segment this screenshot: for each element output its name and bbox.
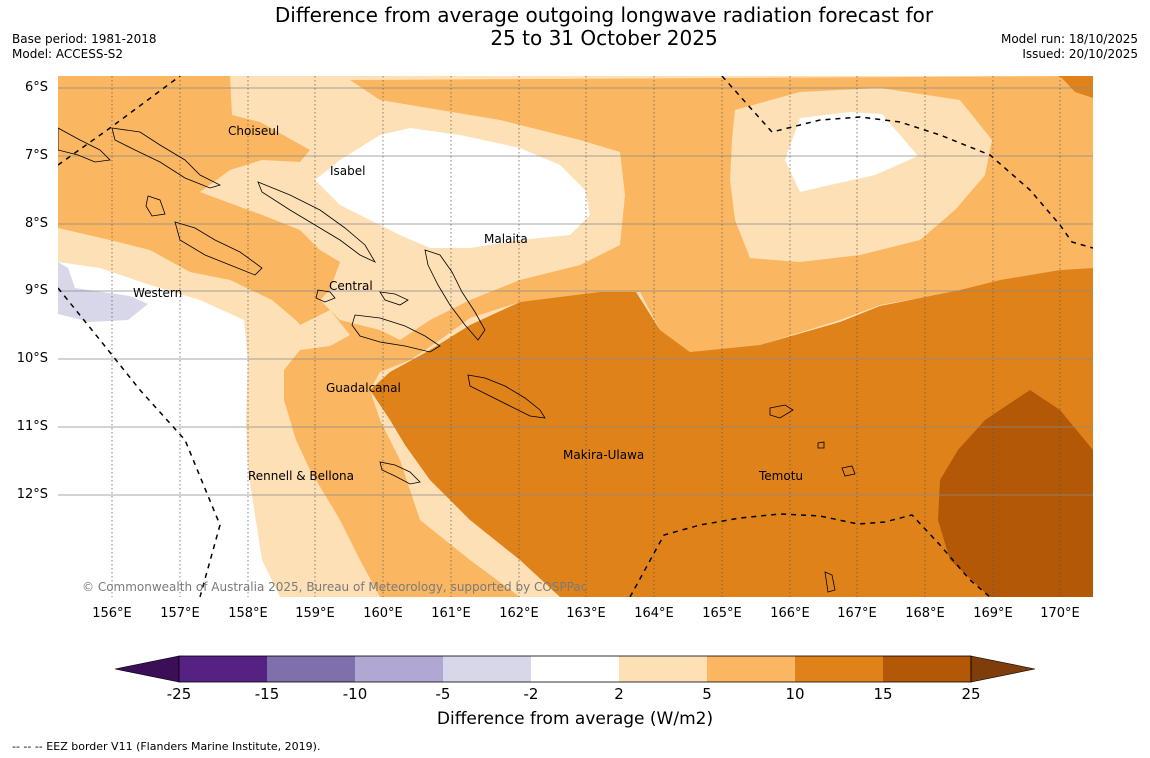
colorbar-label: Difference from average (W/m2) [436,709,714,729]
colorbar-tick-minus-10: -10 [342,685,368,703]
colorbar-min-extension [114,655,180,683]
lon-label-170e: 170°E [1040,606,1080,621]
lon-label-164e: 164°E [634,606,674,621]
island-outlines [58,127,856,593]
island-isabel [257,181,376,263]
colorbar-segment-7 [707,656,795,682]
eez-border-north-west [58,76,181,166]
eez-border-south [629,513,991,597]
colorbar-tick-15: 15 [873,685,893,703]
eez-footnote: -- -- -- EEZ border V11 (Flanders Marine… [12,740,321,753]
lon-label-156e: 156°E [92,606,132,621]
band-10-to-15-corner [1060,76,1093,98]
title-line-1: Difference from average outgoing longwav… [274,3,934,27]
colorbar-tick-5: 5 [702,685,712,703]
region-guadalcanal: Guadalcanal [326,381,401,395]
lon-label-165e: 165°E [702,606,742,621]
lat-label-12s: 12°S [16,487,48,502]
lat-label-6s: 6°S [24,80,48,95]
colorbar-segment-1 [179,656,267,682]
colorbar-segment-3 [355,656,443,682]
issued-date: Issued: 20/10/2025 [1022,47,1138,61]
colorbar-tick-10: 10 [785,685,805,703]
lon-label-162e: 162°E [499,606,539,621]
white-patch-isabel [315,128,590,248]
lon-label-160e: 160°E [363,606,403,621]
region-central: Central [329,279,373,293]
lon-label-169e: 169°E [973,606,1013,621]
band-minus-5-to-minus-2 [58,262,148,322]
colorbar-max-extension [970,655,1036,683]
colorbar-tick-minus-5: -5 [435,685,451,703]
region-isabel: Isabel [330,164,366,178]
island-guadalcanal [351,314,441,353]
lat-label-8s: 8°S [24,216,48,231]
band-15-to-25 [938,390,1093,597]
title-line-2: 25 to 31 October 2025 [490,26,718,50]
meta-right: Model run: 18/10/2025 Issued: 20/10/2025 [1001,32,1138,62]
base-period: Base period: 1981-2018 [12,32,157,46]
model-name: Model: ACCESS-S2 [12,47,124,61]
island-small-2 [379,291,409,306]
eez-borders [58,76,1093,597]
model-run: Model run: 18/10/2025 [1000,32,1138,46]
colorbar-segment-2 [267,656,355,682]
lat-label-10s: 10°S [16,351,48,366]
colorbar-segment-4 [443,656,531,682]
island-temotu-b [841,465,856,477]
meridians [111,76,1061,597]
island-west-coast [58,127,111,163]
lon-label-166e: 166°E [770,606,810,621]
region-malaita: Malaita [484,232,528,246]
colorbar-segment-6 [619,656,707,682]
colorbar [114,655,1036,683]
colorbar-segment-8 [795,656,883,682]
lat-label-9s: 9°S [24,283,48,298]
colorbar-tick-minus-2: -2 [523,685,539,703]
lon-label-157e: 157°E [160,606,200,621]
map-title: Difference from average outgoing longwav… [200,4,1008,50]
white-patch-northeast [785,112,918,192]
island-south-east [824,571,836,593]
lon-label-167e: 167°E [837,606,877,621]
colorbar-segment-9 [883,656,971,682]
island-temotu-a [769,404,794,419]
island-choiseul [111,127,222,189]
colorbar-tick-minus-15: -15 [254,685,280,703]
colorbar-segment-5 [531,656,619,682]
island-central [315,289,336,303]
lon-label-159e: 159°E [295,606,335,621]
lon-label-168e: 168°E [905,606,945,621]
copyright-notice: © Commonwealth of Australia 2025, Bureau… [82,580,588,594]
lon-label-158e: 158°E [228,606,268,621]
island-malaita [424,249,486,341]
region-makira-ulawa: Makira-Ulawa [563,448,645,462]
eez-border-west [58,287,221,597]
region-temotu: Temotu [759,469,804,483]
region-western: Western [133,286,183,300]
island-new-georgia [174,221,263,276]
gridlines [58,87,1093,496]
island-temotu-c [817,441,825,449]
region-choiseul: Choiseul [228,124,280,138]
map-area [58,76,1093,597]
colorbar-tick-minus-25: -25 [166,685,192,703]
lat-label-7s: 7°S [24,148,48,163]
lon-label-161e: 161°E [431,606,471,621]
lon-label-163e: 163°E [566,606,606,621]
region-rennell-bellona: Rennell & Bellona [248,469,355,483]
colorbar-tick-25: 25 [961,685,981,703]
meta-left: Base period: 1981-2018 Model: ACCESS-S2 [12,32,157,62]
island-rennell [379,461,421,485]
island-small-1 [145,195,166,217]
colorbar-tick-2: 2 [614,685,624,703]
lat-label-11s: 11°S [16,419,48,434]
island-makira [467,374,546,419]
